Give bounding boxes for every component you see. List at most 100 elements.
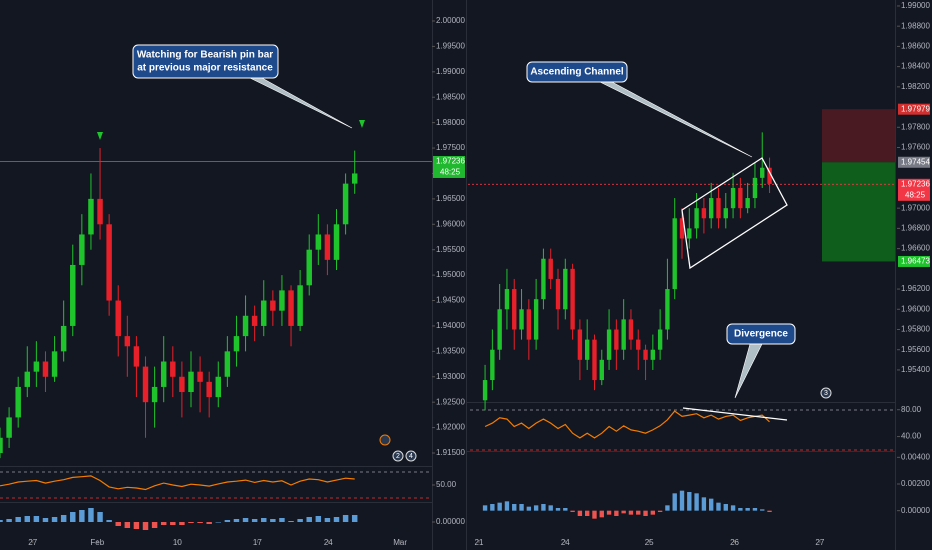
candle-body [142,366,149,403]
candle-body [70,264,76,326]
candle-body [206,381,212,398]
macd-bar [97,512,103,522]
macd-bar [687,492,692,511]
candle-body [490,349,495,381]
macd-bar [233,519,240,522]
candle-body [188,371,194,393]
macd-bar [533,505,539,511]
event-badge [820,387,832,399]
candle-body [0,437,3,454]
annotation: Divergence [734,329,788,340]
macd-tick-label: 0.00200 [901,479,930,488]
macd-bar [51,517,58,522]
macd-bar [716,502,721,511]
macd-bar [512,504,517,511]
y-tick-label: 1.97500 [436,143,465,152]
candle-body [694,208,699,229]
macd-bar [270,519,276,522]
macd-bar [730,505,736,511]
left-note: Watching for Bearish pin bar at previous… [132,44,353,129]
macd-bar [106,520,112,522]
candle-body [106,224,112,301]
y-tick-label: 1.96800 [901,224,930,233]
macd-bar [657,510,663,512]
macd-bar [584,510,590,516]
y-tick-label: 1.97600 [901,143,930,152]
badge-label: 4 [409,453,413,460]
macd-bar [497,502,502,511]
candle-body [621,319,626,350]
y-tick-label: 1.95800 [901,325,930,334]
stop-zone [822,109,895,163]
candle-body [665,289,670,330]
candle-body [672,218,677,290]
rsi-tick-label: 50.00 [436,480,457,489]
candle-body [533,299,539,340]
y-tick-label: 1.98600 [901,42,930,51]
channel [681,157,788,270]
y-tick-label: 1.96000 [901,304,930,313]
x-tick-label: 27 [815,538,824,547]
y-tick-label: 1.93000 [436,372,465,381]
y-tick-label: 1.98200 [901,82,930,91]
candle-body [88,198,94,235]
candle-body [351,173,358,184]
badge-label: 3 [824,390,828,397]
separators [0,0,896,550]
candle-body [767,167,772,184]
candle-body [584,339,590,360]
macd-bar [224,520,231,522]
candle-body [179,376,185,393]
macd-bar [672,493,677,511]
macd-bar [179,522,185,525]
macd-bar [694,493,699,511]
macd-bar [701,497,707,511]
candle-body [197,371,203,382]
right-notes: Ascending Channel Divergence [526,61,796,399]
macd-bar [665,505,670,511]
macd-bar [33,516,40,522]
candle-body [650,349,656,360]
candle-body [297,285,303,326]
macd-bar [188,522,194,523]
candle-body [288,290,294,326]
candle-body [115,300,121,337]
y-tick-label: 1.95500 [436,245,465,254]
indicator-levels [0,409,895,499]
macd-bar [621,510,626,514]
annotation: at previous major resistance [137,63,273,74]
y-tick-label: 1.95000 [436,270,465,279]
macd-bar [679,490,685,511]
candle-body [599,359,604,381]
macd-bar [6,519,12,522]
x-tick-label: 10 [173,538,182,547]
macd-bar [548,505,553,511]
candle-body [261,300,267,326]
candle-body [548,258,553,279]
macd-tick-label: 0.00000 [901,506,930,515]
candle-body [592,339,597,381]
candle-body [745,198,750,209]
x-tick-label: 24 [561,538,570,547]
candle-body [270,300,276,311]
candle-body [657,329,663,350]
macd-bar [215,522,222,523]
y-tick-label: 1.96000 [436,219,465,228]
macd-bar [151,522,158,528]
level-label: 1.96473 [901,257,930,266]
y-tick-label: 1.99000 [901,1,930,10]
y-tick-label: 1.96200 [901,284,930,293]
candle-body [541,258,546,300]
candle-body [170,361,176,377]
macd-bar [79,510,85,522]
macd-bar [614,510,619,516]
candle-body [342,183,349,225]
event-badge [405,450,417,462]
candle-body [636,339,641,350]
macd-bar [577,510,583,516]
y-tick-label: 2.00000 [436,16,465,25]
candle-body [60,325,67,352]
candle-body [716,198,721,219]
macd-bar [261,518,267,522]
macd-bar [767,510,772,512]
